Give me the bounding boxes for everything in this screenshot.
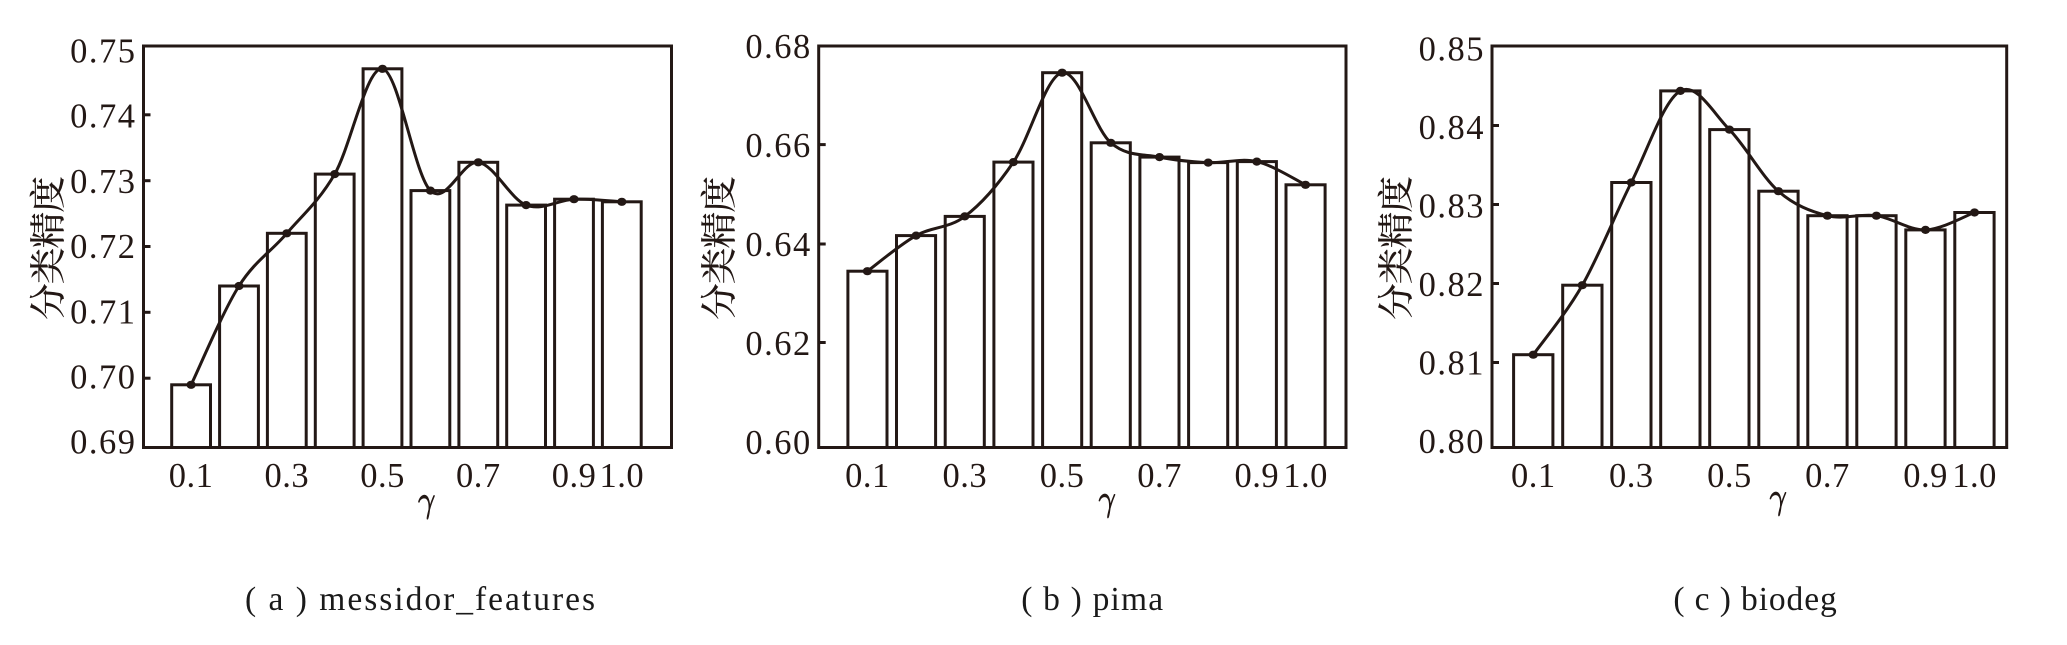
svg-text:( c ) biodeg: ( c ) biodeg bbox=[1673, 581, 1837, 618]
svg-text:0.71: 0.71 bbox=[70, 293, 136, 331]
svg-text:0.9: 0.9 bbox=[1234, 457, 1279, 495]
svg-text:0.64: 0.64 bbox=[745, 226, 811, 264]
svg-text:0.80: 0.80 bbox=[1419, 423, 1485, 461]
svg-text:0.3: 0.3 bbox=[1609, 457, 1654, 495]
svg-text:0.9: 0.9 bbox=[552, 457, 597, 495]
svg-text:0.9: 0.9 bbox=[1903, 457, 1948, 495]
svg-text:0.1: 0.1 bbox=[845, 457, 890, 495]
svg-text:0.5: 0.5 bbox=[1040, 457, 1085, 495]
svg-text:0.3: 0.3 bbox=[264, 457, 309, 495]
svg-text:0.7: 0.7 bbox=[1805, 457, 1850, 495]
svg-text:0.82: 0.82 bbox=[1419, 266, 1485, 304]
svg-text:( a ) messidor_features: ( a ) messidor_features bbox=[245, 581, 597, 618]
svg-text:0.7: 0.7 bbox=[456, 457, 501, 495]
svg-text:0.74: 0.74 bbox=[70, 98, 136, 136]
svg-text:1.0: 1.0 bbox=[599, 457, 644, 495]
svg-text:0.5: 0.5 bbox=[1707, 457, 1752, 495]
svg-text:0.5: 0.5 bbox=[360, 457, 405, 495]
svg-text:1.0: 1.0 bbox=[1952, 457, 1997, 495]
svg-text:0.66: 0.66 bbox=[745, 127, 811, 165]
svg-text:0.75: 0.75 bbox=[70, 33, 136, 71]
svg-text:( b ) pima: ( b ) pima bbox=[1021, 581, 1164, 618]
svg-text:0.70: 0.70 bbox=[70, 359, 136, 397]
svg-text:1.0: 1.0 bbox=[1283, 457, 1328, 495]
svg-text:0.68: 0.68 bbox=[745, 28, 811, 66]
svg-text:0.73: 0.73 bbox=[70, 163, 136, 201]
svg-text:0.84: 0.84 bbox=[1419, 109, 1485, 147]
svg-text:0.1: 0.1 bbox=[1511, 457, 1556, 495]
svg-text:0.1: 0.1 bbox=[169, 457, 214, 495]
svg-text:0.60: 0.60 bbox=[745, 424, 811, 462]
svg-text:0.69: 0.69 bbox=[70, 424, 136, 462]
svg-text:0.72: 0.72 bbox=[70, 228, 136, 266]
svg-text:0.83: 0.83 bbox=[1419, 188, 1485, 226]
svg-text:0.81: 0.81 bbox=[1419, 345, 1485, 383]
svg-text:0.85: 0.85 bbox=[1419, 31, 1485, 69]
svg-text:0.7: 0.7 bbox=[1137, 457, 1182, 495]
svg-text:0.62: 0.62 bbox=[745, 325, 811, 363]
svg-text:0.3: 0.3 bbox=[942, 457, 987, 495]
